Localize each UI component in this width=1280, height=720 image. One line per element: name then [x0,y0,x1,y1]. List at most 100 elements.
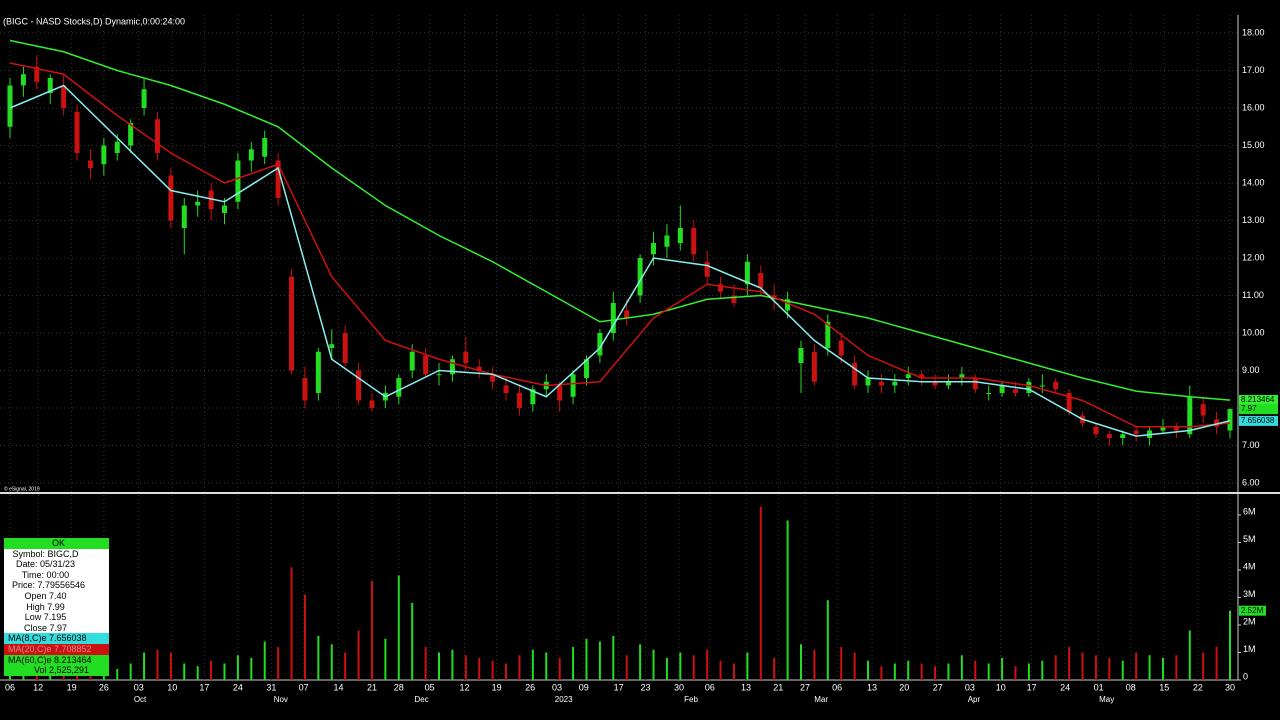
month-label: 2023 [555,695,573,704]
candle-body [718,284,724,292]
candle-body [1120,434,1126,438]
y-tick-label: 17.00 [1242,65,1265,75]
price-flag-label: 8.213464 [1241,395,1275,404]
candle-body [704,261,710,277]
candle-body [168,175,174,221]
moving-average [9,39,1231,401]
x-tick-label: 30 [674,682,684,692]
month-label: Nov [274,695,288,704]
price-flag [1239,394,1278,405]
candle-body [101,145,107,165]
y-tick-label: 6.00 [1242,477,1260,487]
y-tick-label: 15.00 [1242,140,1265,150]
x-tick-label: 23 [640,682,650,692]
month-label: Oct [134,695,147,704]
candle-body [396,378,402,397]
candle-body [624,310,630,318]
candle-body [1066,393,1072,412]
v-tick-label: 5M [1243,534,1256,544]
candle-body [476,366,482,371]
x-tick-label: 12 [33,682,43,692]
x-tick-label: 20 [899,682,909,692]
info-status: OK [4,538,109,549]
candle-body [798,348,804,363]
x-tick-label: 31 [266,682,276,692]
volume-flag [1239,605,1266,616]
candle-body [516,393,522,408]
candle-body [1053,381,1059,390]
x-tick-label: 27 [800,682,810,692]
x-tick-label: 10 [996,682,1006,692]
candle-body [1187,396,1193,435]
x-tick-label: 13 [867,682,877,692]
moving-average [9,62,1231,428]
candle-body [449,359,455,375]
candle-body [919,374,925,378]
candle-body [248,149,254,161]
volume-flag-label: 2.52M [1241,606,1264,615]
candle-body [825,321,831,348]
candle-body [1227,409,1233,431]
candle-body [744,261,750,285]
month-label: Dec [414,695,428,704]
candle-body [87,160,93,168]
x-tick-label: 26 [99,682,109,692]
candle-body [691,228,697,255]
candle-body [583,359,589,378]
candle-body [114,141,120,153]
candle-body [154,119,160,153]
info-ma20: MA(20,C)e 7.708852 [4,643,109,655]
x-tick-label: 05 [425,682,435,692]
candle-body [597,333,603,356]
info-row: Low 7.195 [24,612,67,623]
info-row: Time: 00:00 [21,569,70,580]
candle-body [7,85,13,127]
x-tick-label: 06 [705,682,715,692]
month-label: Apr [968,695,981,704]
candle-body [1093,426,1099,435]
info-row: Symbol: BIGC,D [12,548,79,559]
candle-body [423,355,429,375]
candle-body [20,74,26,86]
candle-body [128,123,134,146]
x-tick-label: 19 [492,682,502,692]
x-tick-label: 17 [1027,682,1037,692]
candle-body [865,378,871,386]
x-tick-label: 08 [1126,682,1136,692]
month-label: Feb [684,695,698,704]
info-row: Open 7.40 [24,590,67,601]
candle-body [999,385,1005,393]
info-row: Date: 05/31/23 [15,559,76,570]
x-tick-label: 30 [1225,682,1235,692]
y-tick-label: 18.00 [1242,27,1265,37]
x-tick-label: 10 [167,682,177,692]
v-tick-label: 3M [1243,589,1256,599]
x-tick-label: 13 [741,682,751,692]
y-tick-label: 7.00 [1242,440,1260,450]
info-row: Price: 7.79556546 [12,580,86,591]
candle-body [932,381,938,386]
price-flag-label: 7.656038 [1241,416,1275,425]
candle-body [677,228,683,243]
y-tick-label: 10.00 [1242,327,1265,337]
candle-body [302,378,308,401]
candle-body [342,333,348,363]
candle-body [811,351,817,382]
candle-body [758,273,764,288]
candle-body [664,235,670,247]
candle-body [275,160,281,198]
x-tick-label: 17 [199,682,209,692]
candle-body [986,393,992,394]
price-flag [1239,415,1278,426]
candle-body [1012,389,1018,393]
x-tick-label: 06 [5,682,15,692]
y-tick-label: 14.00 [1242,177,1265,187]
x-tick-label: 06 [832,682,842,692]
candle-body [731,295,737,303]
candle-body [409,351,415,371]
candle-body [785,299,791,311]
month-label: Mar [814,695,828,704]
candle-body [141,89,147,108]
candle-body [651,243,657,255]
